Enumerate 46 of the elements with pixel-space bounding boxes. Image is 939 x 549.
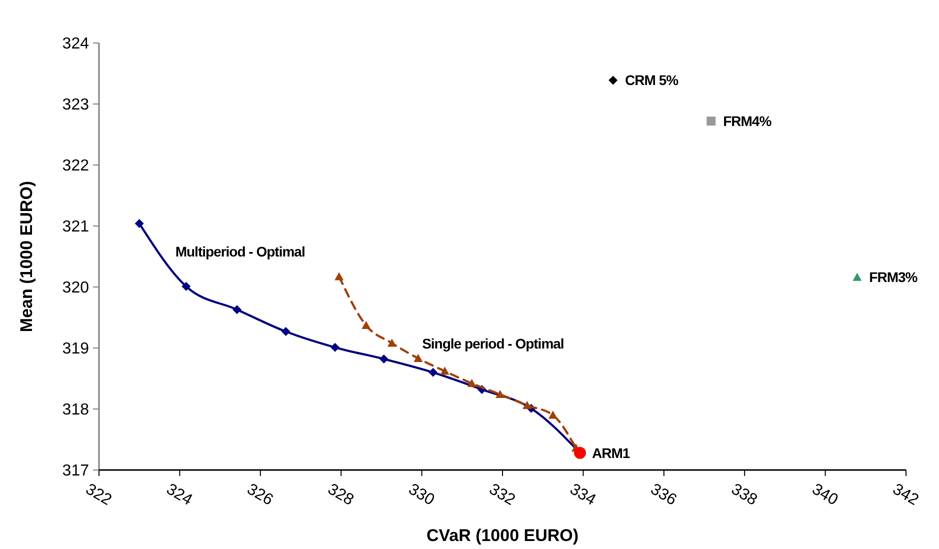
series-label: CRM 5% [625,72,680,88]
series-label: Multiperiod - Optimal [175,244,305,260]
point [608,76,618,85]
point [330,342,340,352]
point [428,368,438,377]
point [467,378,476,387]
x-tick-label: 340 [808,480,841,510]
point [182,282,191,291]
point [852,272,862,281]
y-tick-label: 319 [62,340,90,358]
y-tick-label: 321 [62,218,90,236]
point [496,390,505,398]
x-tick-label: 326 [244,480,276,510]
y-axis-title: Mean (1000 EURO) [17,180,36,332]
point [548,410,558,419]
point [706,116,716,126]
point [281,327,290,336]
y-tick-label: 323 [62,96,90,114]
y-tick-label: 322 [62,158,90,175]
point [522,400,532,409]
point [379,354,388,364]
x-tick-label: 332 [486,480,518,510]
series-label: Single period - Optimal [422,336,564,352]
point [414,354,423,362]
point [362,320,371,330]
x-tick-label: 342 [890,480,922,510]
x-tick-label: 324 [163,480,196,510]
point [387,338,396,347]
x-axis-title: CVaR (1000 EURO) [426,526,579,545]
series-label: FRM3% [869,269,918,286]
series-label: ARM1 [592,444,630,461]
point [440,366,450,375]
series-label: FRM4% [723,113,772,130]
x-tick-label: 328 [324,480,356,510]
x-tick-label: 338 [728,480,760,510]
y-tick-label: 320 [62,280,90,297]
point [232,305,242,314]
x-tick-label: 330 [405,480,438,510]
point [334,272,344,280]
point [134,219,144,228]
x-tick-label: 322 [82,480,114,510]
y-tick-label: 324 [62,36,90,53]
y-tick-label: 317 [62,462,90,480]
x-tick-label: 334 [566,480,599,510]
x-tick-label: 336 [648,480,680,510]
y-tick-label: 318 [62,402,90,419]
